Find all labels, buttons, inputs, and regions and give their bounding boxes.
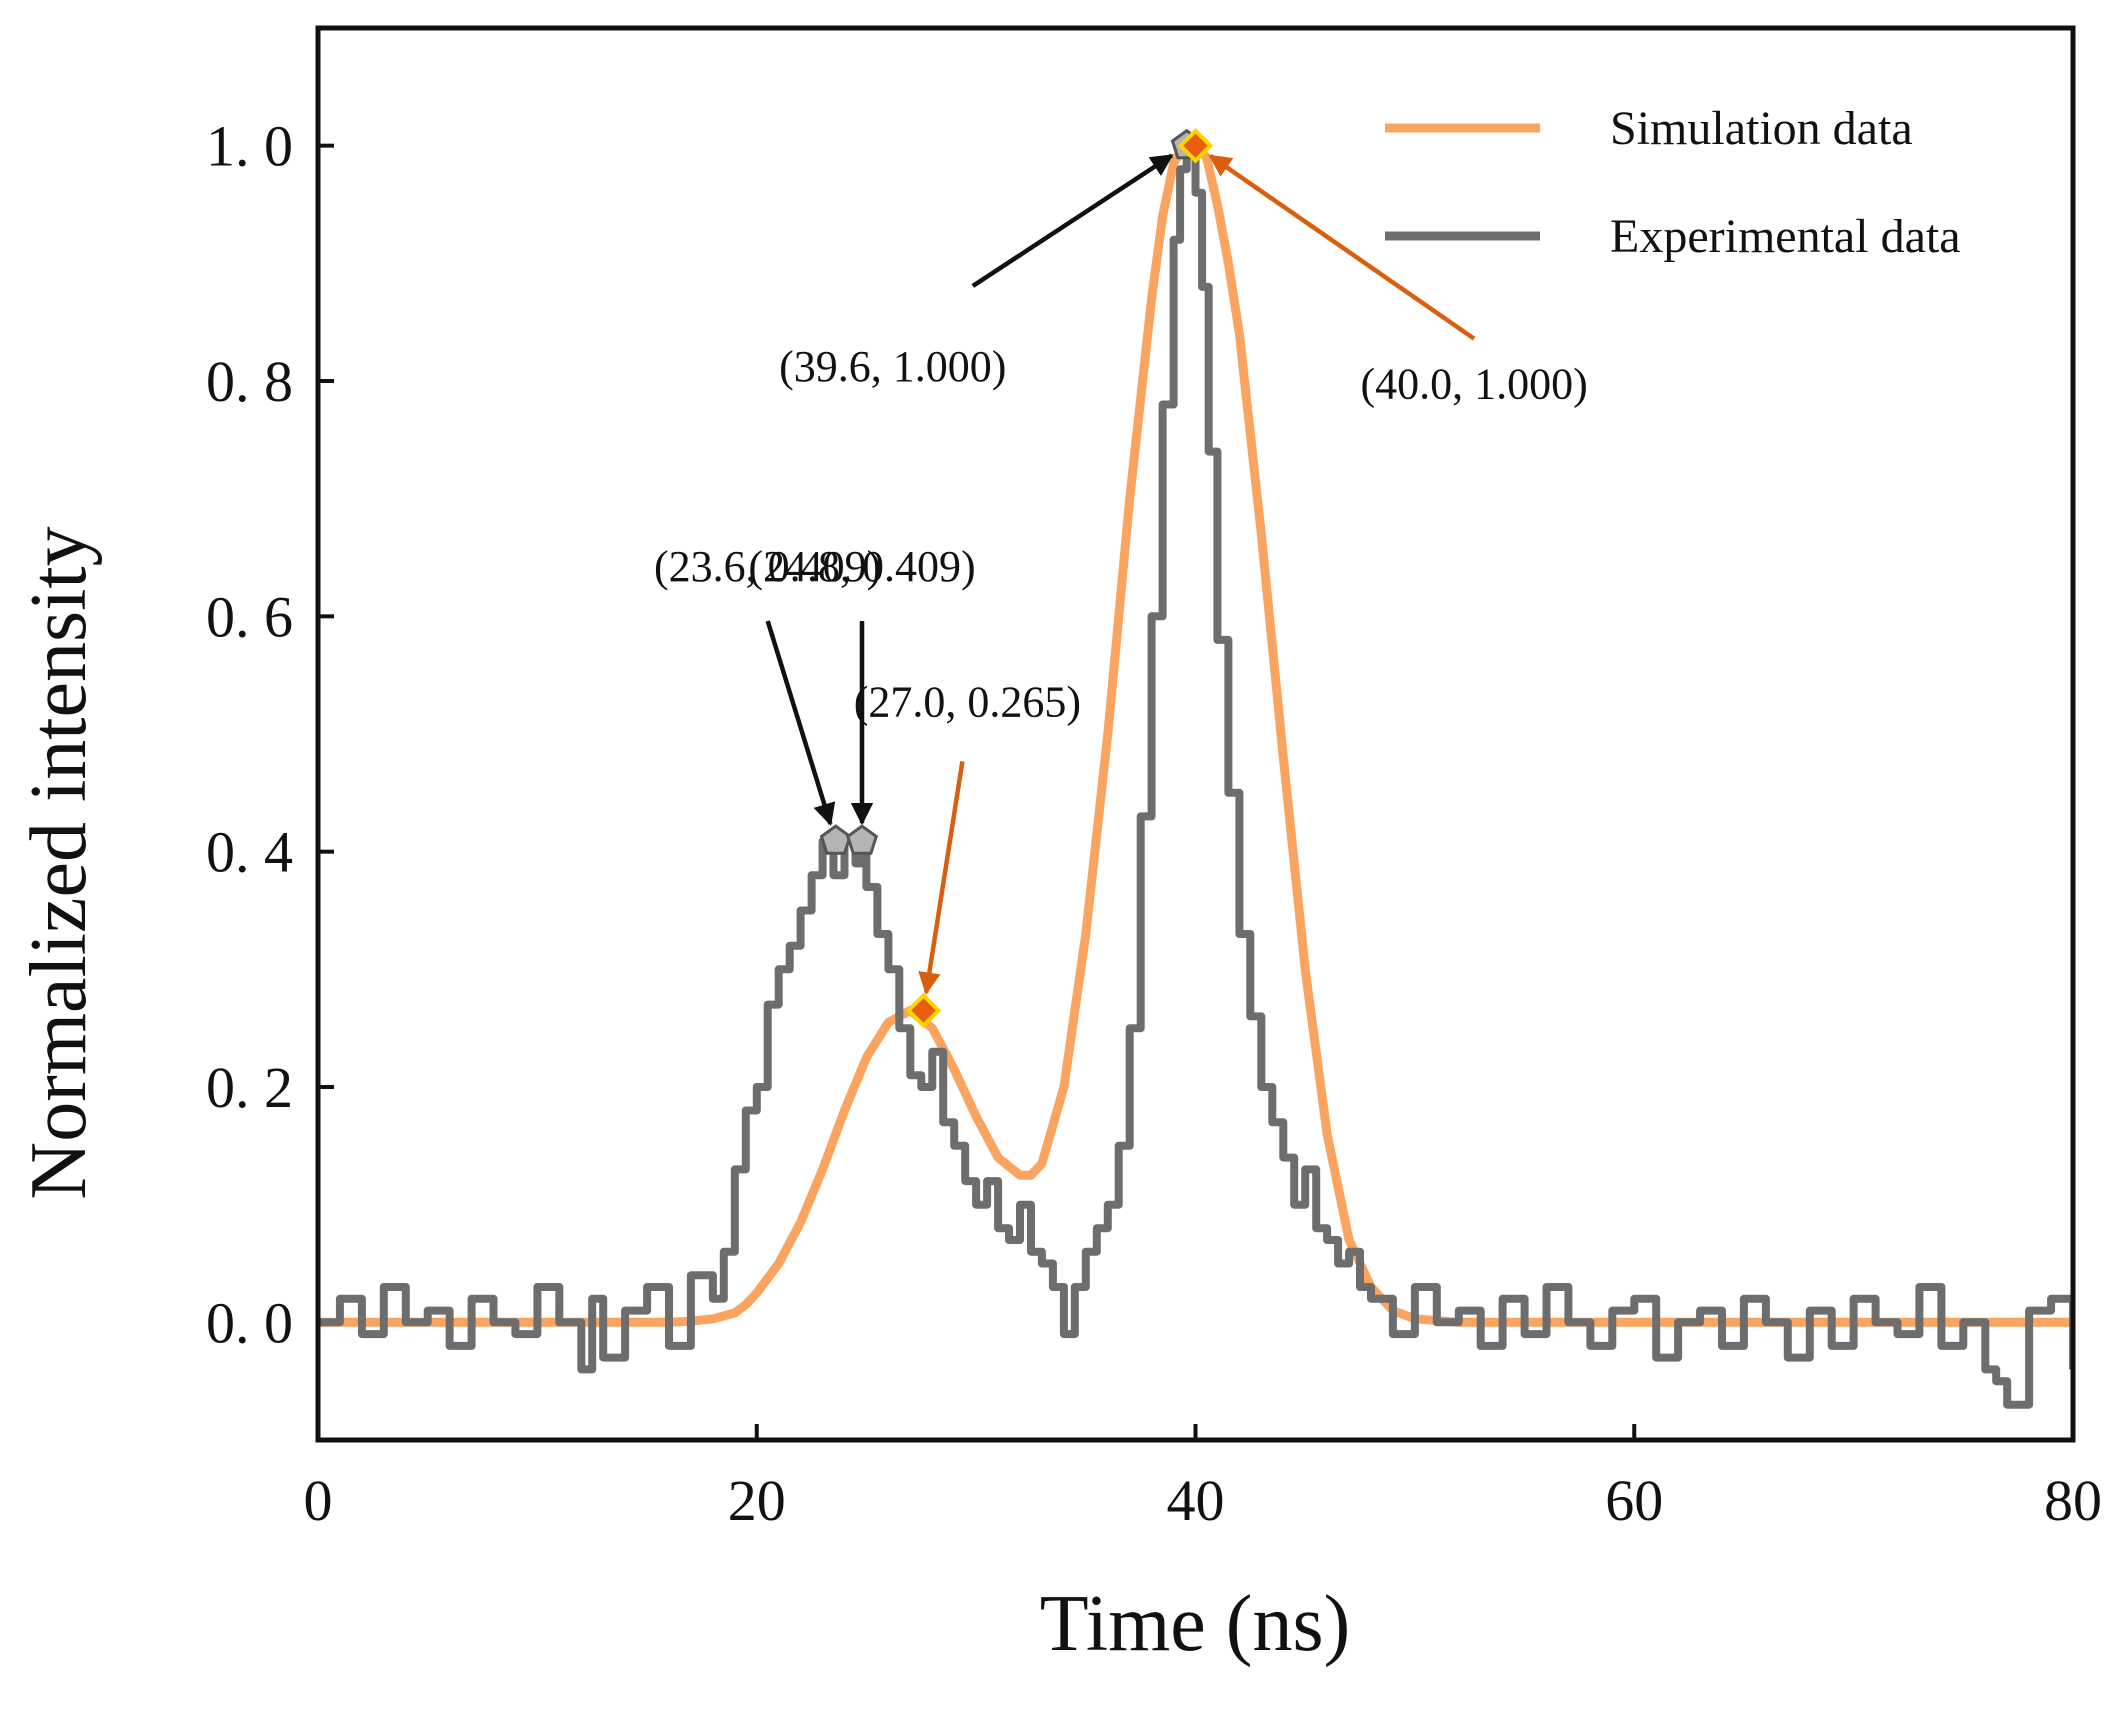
legend-simulation-label: Simulation data bbox=[1610, 102, 1913, 155]
plot-frame bbox=[315, 25, 2076, 1443]
experimental-data-line bbox=[318, 141, 2073, 1409]
series-layer bbox=[318, 141, 2073, 1409]
x-tick-label: 20 bbox=[728, 1468, 786, 1533]
annotation-label: (39.6, 1.000) bbox=[779, 342, 1006, 391]
pentagon-marker bbox=[819, 824, 852, 855]
x-tick-label: 0 bbox=[304, 1468, 333, 1533]
annotation-label: (40.0, 1.000) bbox=[1360, 360, 1587, 409]
diamond-marker bbox=[1177, 127, 1214, 164]
annotation-label: (27.0, 0.265) bbox=[854, 677, 1081, 726]
pentagon-marker bbox=[846, 824, 879, 855]
x-axis-title: Time (ns) bbox=[1040, 1580, 1350, 1668]
y-tick-label: 0. 2 bbox=[206, 1055, 293, 1120]
annotations: (23.6, 0.409)(24.8, 0.409) (27.0, 0.265) (… bbox=[654, 127, 1588, 1029]
axis-ticks bbox=[316, 143, 2075, 1440]
annotation-arrow bbox=[1208, 154, 1476, 341]
annotation-arrow bbox=[765, 620, 836, 827]
legend: Simulation data Experimental data bbox=[1385, 102, 1961, 263]
x-tick-label: 80 bbox=[2044, 1468, 2102, 1533]
annotation-arrow bbox=[971, 153, 1174, 288]
x-tick-label: 60 bbox=[1605, 1468, 1663, 1533]
x-tick-label: 40 bbox=[1167, 1468, 1225, 1533]
y-tick-label: 1. 0 bbox=[206, 114, 293, 179]
annotation-label: (23.6, 0.409) bbox=[654, 542, 881, 591]
annotation-arrow bbox=[918, 761, 965, 995]
simulation-data-line bbox=[318, 141, 2073, 1327]
y-tick-label: 0. 4 bbox=[206, 820, 293, 885]
diamond-marker bbox=[905, 992, 942, 1029]
tick-labels: 0 20 40 60 80 0. 0 0. 2 0. 4 0. 6 0. 8 1. 0 bbox=[206, 114, 2102, 1533]
y-tick-label: 0. 6 bbox=[206, 584, 293, 649]
legend-experimental-label: Experimental data bbox=[1610, 210, 1961, 263]
y-tick-label: 0. 8 bbox=[206, 349, 293, 414]
annotation-label: (24.8, 0.409) bbox=[748, 542, 975, 591]
y-tick-label: 0. 0 bbox=[206, 1290, 293, 1355]
y-axis-title: Normalized intensity bbox=[15, 526, 103, 1199]
